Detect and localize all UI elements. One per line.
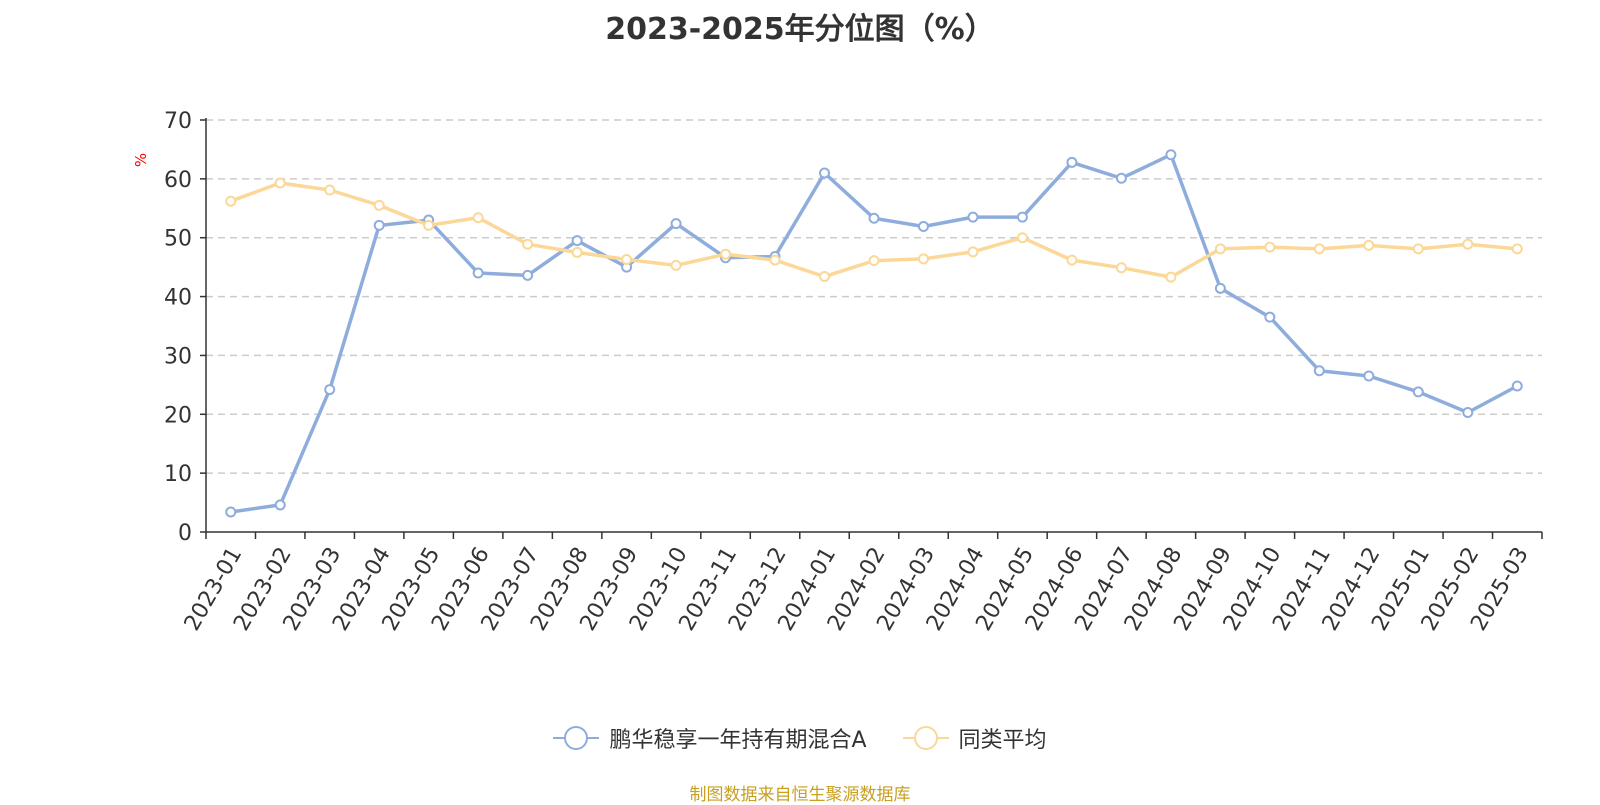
data-point — [1264, 311, 1276, 323]
data-point — [1412, 243, 1424, 255]
data-point — [967, 211, 979, 223]
data-point — [1313, 243, 1325, 255]
data-point — [868, 255, 880, 267]
data-point — [1462, 407, 1474, 419]
legend-item-series-2[interactable]: 同类平均 — [902, 722, 1047, 754]
data-point — [225, 195, 237, 207]
y-tick-label: 40 — [164, 286, 192, 311]
data-point — [967, 246, 979, 258]
data-point — [1165, 271, 1177, 283]
data-point — [1412, 386, 1424, 398]
data-point — [1115, 172, 1127, 184]
series-lines — [225, 149, 1523, 518]
data-point — [571, 246, 583, 258]
y-tick-label: 20 — [164, 403, 192, 428]
data-point — [522, 269, 534, 281]
series-line-1 — [230, 152, 1519, 514]
data-point — [1511, 243, 1523, 255]
legend-marker-circle-icon — [902, 726, 949, 750]
data-point — [1313, 365, 1325, 377]
data-point — [1016, 232, 1028, 244]
data-point — [819, 271, 831, 283]
data-point — [1214, 243, 1226, 255]
data-point — [324, 384, 336, 396]
legend: 鹏华稳享一年持有期混合A 同类平均 — [0, 722, 1600, 754]
data-point — [769, 254, 781, 266]
data-point — [274, 499, 286, 511]
data-point — [1016, 211, 1028, 223]
data-point — [917, 221, 929, 233]
x-axis: 2023-012023-022023-032023-042023-052023-… — [180, 531, 1543, 635]
data-point — [274, 177, 286, 189]
source-note: 制图数据来自恒生聚源数据库 — [689, 785, 911, 805]
legend-marker-circle-icon — [553, 726, 600, 750]
y-tick-label: 70 — [164, 109, 192, 134]
y-tick-label: 30 — [164, 344, 192, 369]
data-point — [1066, 156, 1078, 168]
y-tick-label: 60 — [164, 168, 192, 193]
data-point — [373, 199, 385, 211]
data-point — [1165, 149, 1177, 161]
data-point — [720, 248, 732, 260]
data-point — [571, 235, 583, 247]
y-tick-label: 0 — [178, 521, 192, 546]
data-point — [1264, 241, 1276, 253]
legend-item-series-1[interactable]: 鹏华稳享一年持有期混合A — [553, 722, 867, 754]
y-axis: 0 10 20 30 40 50 60 70 — [164, 109, 207, 546]
data-point — [472, 267, 484, 279]
data-point — [1511, 380, 1523, 392]
data-point — [1115, 262, 1127, 274]
data-point — [324, 184, 336, 196]
data-point — [819, 167, 831, 179]
data-point — [1363, 370, 1375, 382]
data-point — [868, 212, 880, 224]
data-point — [373, 219, 385, 231]
y-tick-label: 10 — [164, 462, 192, 487]
data-point — [1462, 238, 1474, 250]
data-point — [670, 259, 682, 271]
data-point — [522, 238, 534, 250]
data-point — [1363, 239, 1375, 251]
data-point — [917, 253, 929, 265]
legend-label: 鹏华稳享一年持有期混合A — [609, 728, 867, 753]
data-point — [670, 218, 682, 230]
data-point — [1066, 254, 1078, 266]
data-point — [423, 219, 435, 231]
data-point — [225, 506, 237, 518]
line-chart: 0 10 20 30 40 50 60 70 2023-012023-022023-03202… — [132, 109, 1543, 635]
y-tick-label: 50 — [164, 227, 192, 252]
data-point — [472, 212, 484, 224]
data-point — [621, 253, 633, 265]
chart-title: 2023-2025年分位图（%） — [605, 12, 995, 47]
y-axis-unit: % — [132, 153, 150, 167]
data-point — [1214, 282, 1226, 294]
gridlines — [206, 119, 1542, 474]
legend-label: 同类平均 — [958, 728, 1047, 753]
